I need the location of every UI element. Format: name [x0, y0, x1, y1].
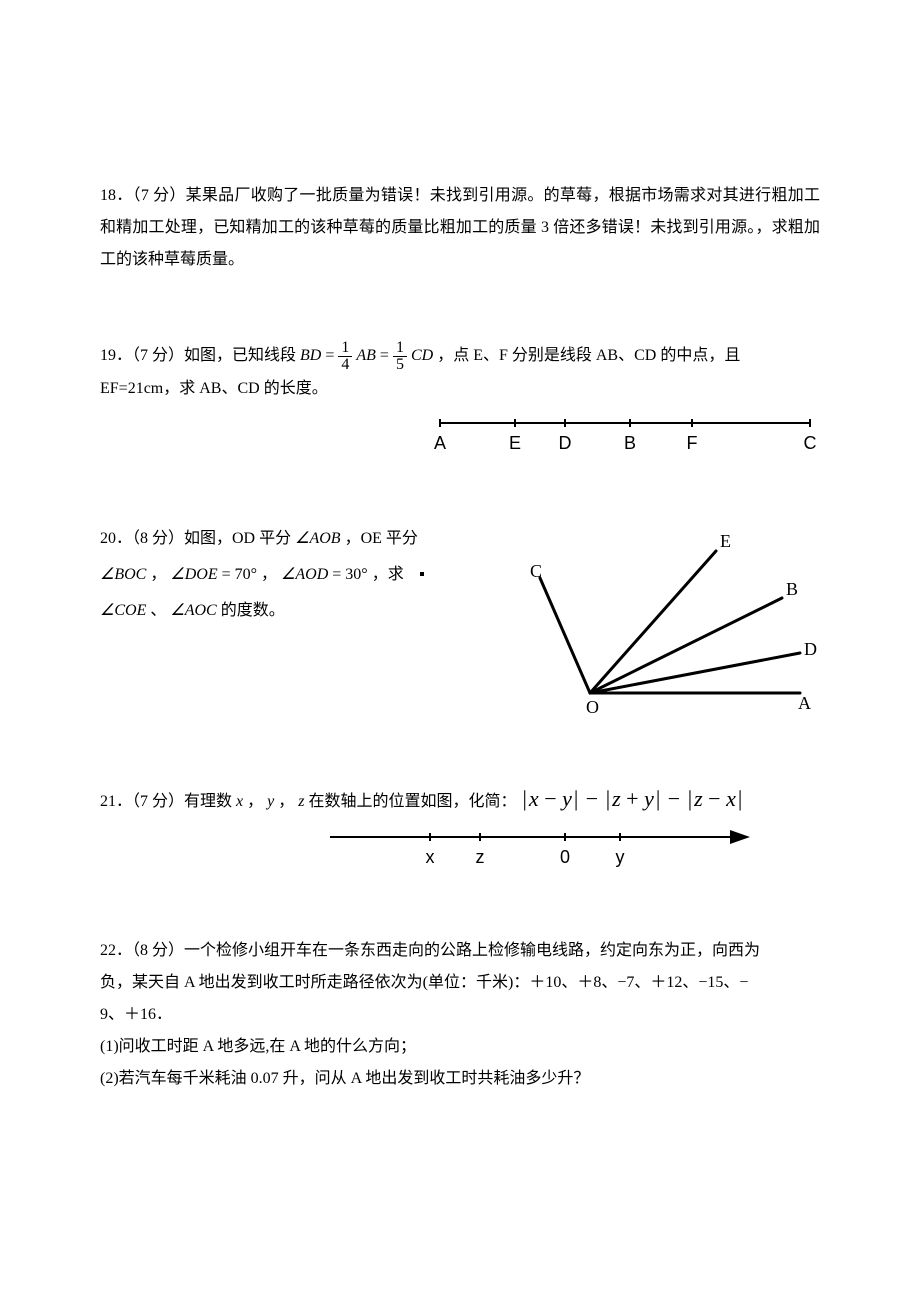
p19-figure-wrap: AEDBFC: [100, 409, 820, 459]
svg-text:0: 0: [560, 847, 570, 867]
p21-abs1-op: −: [539, 786, 562, 811]
problem-19-line1: 19．（7 分）如图，已知线段 BD = 1 4 AB = 1 5 CD ，点 …: [100, 340, 820, 373]
p20-ang-aod: ∠AOD: [281, 566, 328, 583]
svg-text:C: C: [804, 433, 817, 453]
svg-text:B: B: [786, 579, 798, 599]
p21-expr: |x − y| − |z + y| − |z − x|: [521, 786, 745, 811]
p20-ang-aob: ∠AOB: [295, 530, 340, 547]
p19-AB: AB: [356, 347, 376, 364]
svg-text:E: E: [720, 531, 731, 551]
p21-figure: x z 0 y: [320, 821, 760, 871]
p20-text: 20．（8 分）如图，OD 平分 ∠AOB ，OE 平分 ∠BOC ， ∠DOE…: [100, 523, 430, 631]
p20-ang-coe: ∠COE: [100, 602, 146, 619]
p19-frac2-num: 1: [393, 340, 407, 357]
p20-comma1: ，: [150, 566, 166, 583]
p19-frac2: 1 5: [393, 340, 407, 373]
p20-line3: ∠COE 、 ∠AOC 的度数。: [100, 595, 430, 627]
p19-frac2-den: 5: [393, 357, 407, 373]
p21-z: z: [298, 793, 304, 810]
p22-q1: (1)问收工时距 A 地多远,在 A 地的什么方向；: [100, 1031, 820, 1063]
svg-text:F: F: [687, 433, 698, 453]
p21-y: y: [267, 793, 274, 810]
p21-abs2-l: z: [612, 786, 621, 811]
p22-l2: 负，某天自 A 地出发到收工时所走路径依次为(单位：千米)：＋10、＋8、−7、…: [100, 967, 820, 999]
p20-l3end: 的度数。: [221, 602, 285, 619]
svg-text:O: O: [586, 697, 599, 713]
p20-ang-boc: ∠BOC: [100, 566, 146, 583]
p19-mid: ，点 E、F 分别是线段 AB、CD 的中点，且: [437, 347, 740, 364]
p19-figure: AEDBFC: [430, 409, 820, 459]
svg-text:D: D: [804, 639, 817, 659]
p21-abs2-r: y: [644, 786, 654, 811]
p21-abs2-op: +: [621, 786, 644, 811]
problem-19-line2: EF=21cm，求 AB、CD 的长度。: [100, 373, 820, 405]
p21-abs3-r: x: [726, 786, 736, 811]
p20-sep: 、: [150, 602, 166, 619]
p21-m1: −: [580, 786, 603, 811]
svg-text:E: E: [509, 433, 521, 453]
p21-mid: 在数轴上的位置如图，化简：: [309, 793, 517, 810]
p22-l3: 9、＋16．: [100, 999, 820, 1031]
svg-text:A: A: [434, 433, 446, 453]
p21-m2: −: [662, 786, 685, 811]
svg-text:z: z: [476, 847, 485, 867]
p19-prefix: 19．（7 分）如图，已知线段: [100, 347, 300, 364]
problem-18: 18．（7 分）某果品厂收购了一批质量为错误！未找到引用源。的草莓，根据市场需求…: [100, 180, 820, 276]
p21-line1: 21．（7 分）有理数 x ， y ， z 在数轴上的位置如图，化简： |x −…: [100, 777, 820, 821]
p20-l2end: ，求: [372, 566, 404, 583]
p21-figure-wrap: x z 0 y: [260, 821, 820, 871]
p21-c1: ，: [247, 793, 263, 810]
p20-line2: ∠BOC ， ∠DOE = 70° ， ∠AOD = 30° ，求: [100, 559, 430, 591]
svg-text:D: D: [559, 433, 572, 453]
p22-q2: (2)若汽车每千米耗油 0.07 升，问从 A 地出发到收工时共耗油多少升？: [100, 1063, 820, 1095]
p20-marker-dot: [420, 572, 424, 576]
svg-text:B: B: [624, 433, 636, 453]
p19-BD: BD: [300, 347, 321, 364]
problem-20: 20．（8 分）如图，OD 平分 ∠AOB ，OE 平分 ∠BOC ， ∠DOE…: [100, 523, 820, 713]
p20-figure-wrap: A D B E C O: [430, 523, 820, 713]
p20-l1a: 20．（8 分）如图，OD 平分: [100, 530, 291, 547]
svg-text:C: C: [530, 561, 542, 581]
p19-eq2: =: [380, 347, 393, 364]
p20-eq70: = 70°: [222, 566, 257, 583]
p19-frac1-den: 4: [338, 357, 352, 373]
p21-abs3-l: z: [694, 786, 703, 811]
p21-abs1-l: x: [529, 786, 539, 811]
svg-text:x: x: [426, 847, 435, 867]
problem-22: 22．（8 分）一个检修小组开车在一条东西走向的公路上检修输电线路，约定向东为正…: [100, 935, 820, 1095]
p21-prefix: 21．（7 分）有理数: [100, 793, 236, 810]
p22-l1: 22．（8 分）一个检修小组开车在一条东西走向的公路上检修输电线路，约定向东为正…: [100, 935, 820, 967]
svg-text:A: A: [798, 693, 811, 713]
p19-eq1: =: [325, 347, 338, 364]
p19-frac1: 1 4: [338, 340, 352, 373]
p20-ang-aoc: ∠AOC: [170, 602, 216, 619]
p20-ang-doe: ∠DOE: [170, 566, 217, 583]
p21-abs3-op: −: [703, 786, 726, 811]
p20-l1b: ，OE 平分: [345, 530, 418, 547]
p21-abs1-r: y: [562, 786, 572, 811]
p19-CD: CD: [411, 347, 433, 364]
p20-figure: A D B E C O: [520, 523, 820, 713]
problem-18-text: 18．（7 分）某果品厂收购了一批质量为错误！未找到引用源。的草莓，根据市场需求…: [100, 180, 820, 276]
p20-comma2: ，: [261, 566, 277, 583]
p20-line1: 20．（8 分）如图，OD 平分 ∠AOB ，OE 平分: [100, 523, 430, 555]
p21-c2: ，: [278, 793, 294, 810]
problem-19: 19．（7 分）如图，已知线段 BD = 1 4 AB = 1 5 CD ，点 …: [100, 340, 820, 459]
p19-frac1-num: 1: [338, 340, 352, 357]
p20-eq30: = 30°: [332, 566, 367, 583]
problem-21: 21．（7 分）有理数 x ， y ， z 在数轴上的位置如图，化简： |x −…: [100, 777, 820, 871]
svg-text:y: y: [616, 847, 625, 867]
p21-x: x: [236, 793, 243, 810]
